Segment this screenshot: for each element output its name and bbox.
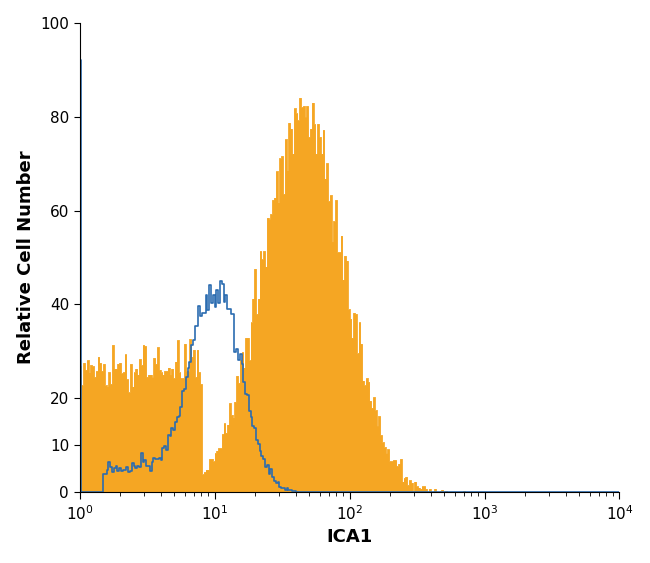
X-axis label: ICA1: ICA1: [326, 528, 372, 546]
Y-axis label: Relative Cell Number: Relative Cell Number: [17, 151, 34, 364]
